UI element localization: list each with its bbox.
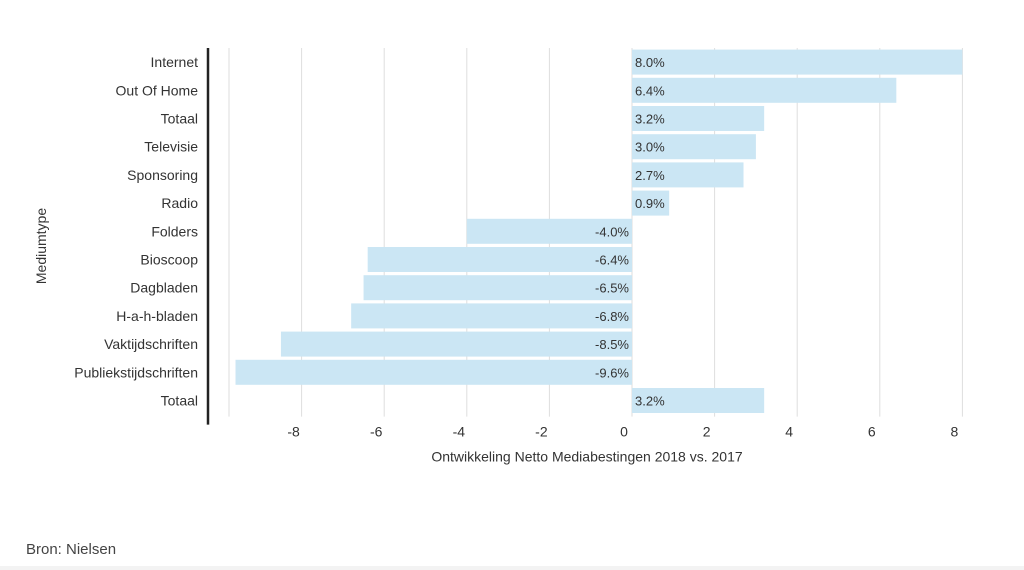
bar: [632, 190, 670, 216]
data-label: -9.6%: [595, 365, 629, 380]
data-label: 8.0%: [635, 55, 665, 70]
x-tick-label: -8: [287, 424, 300, 440]
bar: [235, 359, 632, 385]
bar: [367, 247, 632, 272]
data-label: 3.0%: [635, 140, 665, 155]
data-label: -6.8%: [595, 309, 629, 324]
bar: [632, 49, 963, 75]
bar: [280, 331, 632, 357]
y-axis-label: Mediumtype: [33, 208, 49, 284]
category-label: Vaktijdschriften: [104, 336, 198, 352]
data-label: -8.5%: [595, 337, 629, 352]
category-labels: Internet Out Of Home Totaal Televisie Sponso…: [74, 54, 198, 408]
x-tick-label: 2: [703, 424, 711, 440]
data-label: 3.2%: [635, 394, 665, 409]
bar: [632, 106, 765, 131]
bar-chart: 8.0% 6.4% 3.2% 3.0% 2.7% 0.9% -4.0% -6.4% -6.5% -…: [33, 48, 963, 465]
category-label: H-a-h-bladen: [116, 308, 198, 324]
x-tick-label: -2: [535, 424, 548, 440]
data-label: -4.0%: [595, 224, 629, 239]
data-label: -6.5%: [595, 281, 629, 296]
source-note: Bron: Nielsen: [26, 541, 117, 558]
data-label: 3.2%: [635, 112, 665, 127]
bar: [632, 388, 765, 413]
bar: [363, 275, 632, 301]
x-tick-labels: -8 -6 -4 -2 0 2 4 6 8: [287, 424, 958, 440]
bottom-strip: [0, 566, 1024, 570]
x-tick-label: -4: [453, 424, 466, 440]
data-label: 0.9%: [635, 196, 665, 211]
data-label: 6.4%: [635, 83, 665, 98]
data-labels: 8.0% 6.4% 3.2% 3.0% 2.7% 0.9% -4.0% -6.4% -6.5% -…: [595, 55, 665, 408]
category-label: Dagbladen: [130, 280, 198, 296]
bar: [632, 134, 756, 160]
category-label: Totaal: [161, 111, 198, 127]
x-tick-label: -6: [370, 424, 383, 440]
category-label: Internet: [151, 54, 199, 70]
x-tick-label: 4: [785, 424, 793, 440]
category-label: Publiekstijdschriften: [74, 364, 198, 380]
x-axis-label: Ontwikkeling Netto Mediabestingen 2018 v…: [431, 449, 743, 465]
bar: [351, 303, 632, 329]
category-label: Bioscoop: [140, 252, 198, 268]
category-label: Sponsoring: [127, 167, 198, 183]
bar: [632, 162, 744, 188]
category-label: Radio: [161, 195, 198, 211]
x-tick-label: 8: [951, 424, 959, 440]
bars: [235, 49, 963, 413]
x-tick-label: 0: [620, 424, 628, 440]
data-label: 2.7%: [635, 168, 665, 183]
data-label: -6.4%: [595, 253, 629, 268]
category-label: Out Of Home: [116, 82, 199, 98]
x-tick-label: 6: [868, 424, 876, 440]
category-label: Televisie: [144, 139, 198, 155]
category-label: Totaal: [161, 393, 198, 409]
bar: [632, 77, 897, 103]
bar: [466, 218, 632, 244]
category-label: Folders: [151, 223, 198, 239]
